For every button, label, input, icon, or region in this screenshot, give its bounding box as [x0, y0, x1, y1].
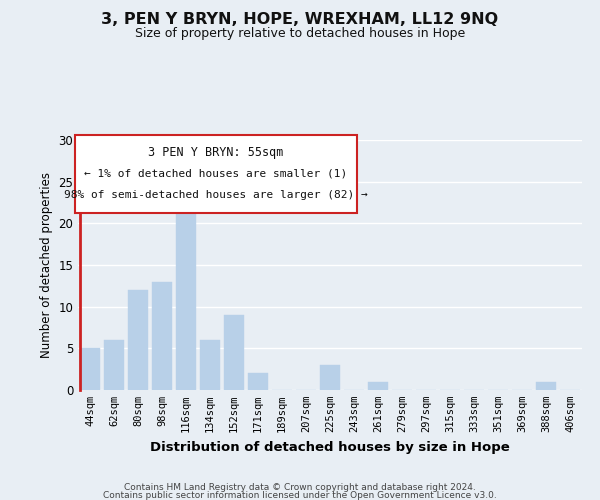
- Bar: [104, 340, 124, 390]
- Text: 3, PEN Y BRYN, HOPE, WREXHAM, LL12 9NQ: 3, PEN Y BRYN, HOPE, WREXHAM, LL12 9NQ: [101, 12, 499, 28]
- Text: ← 1% of detached houses are smaller (1): ← 1% of detached houses are smaller (1): [85, 169, 347, 179]
- Bar: [224, 315, 244, 390]
- X-axis label: Distribution of detached houses by size in Hope: Distribution of detached houses by size …: [150, 440, 510, 454]
- Bar: [368, 382, 388, 390]
- Text: Size of property relative to detached houses in Hope: Size of property relative to detached ho…: [135, 28, 465, 40]
- Bar: [536, 382, 556, 390]
- Bar: [200, 340, 220, 390]
- Bar: [248, 374, 268, 390]
- Bar: [152, 282, 172, 390]
- Text: 98% of semi-detached houses are larger (82) →: 98% of semi-detached houses are larger (…: [64, 190, 368, 200]
- Text: Contains HM Land Registry data © Crown copyright and database right 2024.: Contains HM Land Registry data © Crown c…: [124, 484, 476, 492]
- Bar: [80, 348, 100, 390]
- Bar: [128, 290, 148, 390]
- Text: 3 PEN Y BRYN: 55sqm: 3 PEN Y BRYN: 55sqm: [148, 146, 284, 158]
- Y-axis label: Number of detached properties: Number of detached properties: [40, 172, 53, 358]
- Text: Contains public sector information licensed under the Open Government Licence v3: Contains public sector information licen…: [103, 490, 497, 500]
- Bar: [320, 365, 340, 390]
- Bar: [176, 198, 196, 390]
